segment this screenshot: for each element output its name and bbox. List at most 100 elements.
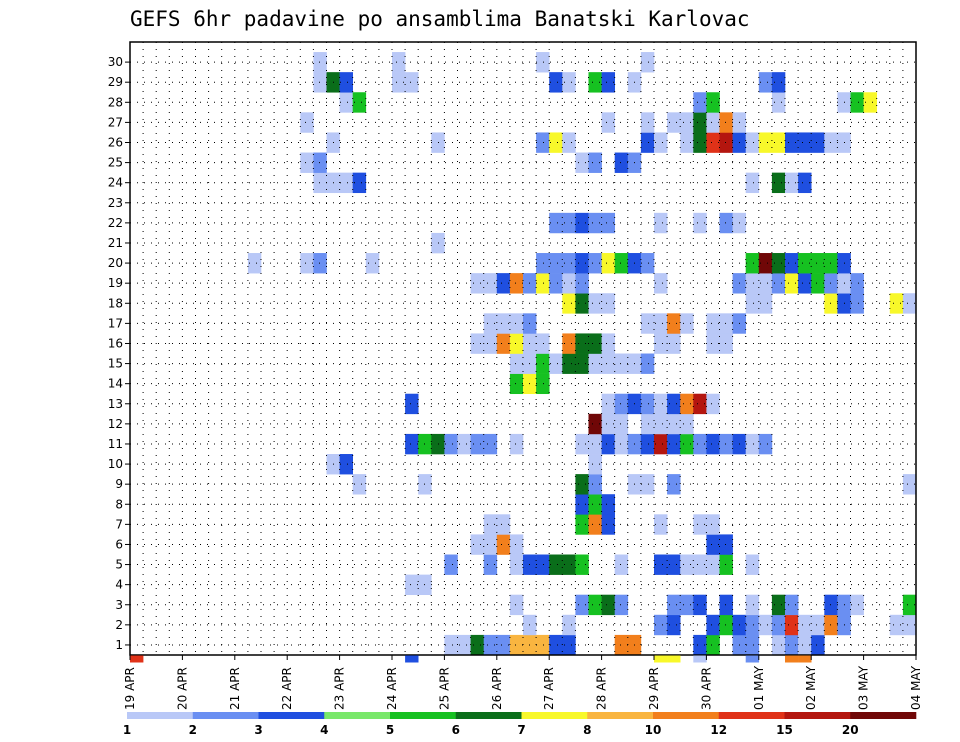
heatmap-cell xyxy=(693,212,707,234)
heatmap-cell xyxy=(509,554,524,575)
y-tick-label: 13 xyxy=(108,397,123,411)
heatmap-cell xyxy=(601,293,615,314)
y-tick-label: 20 xyxy=(108,256,123,270)
heatmap-cell xyxy=(693,132,707,153)
heatmap-cell xyxy=(300,112,314,133)
heatmap-cell xyxy=(496,333,511,354)
colorbar-label: 7 xyxy=(517,723,525,737)
heatmap-cell xyxy=(496,514,511,535)
y-axis-ticks: 1234567891011121314151617181920212223242… xyxy=(108,55,130,652)
heatmap-cell xyxy=(654,554,668,575)
heatmap-cell xyxy=(483,273,498,294)
heatmap-cell xyxy=(575,594,589,616)
heatmap-cell xyxy=(667,433,681,455)
heatmap-cell xyxy=(745,554,760,575)
y-tick-label: 1 xyxy=(115,638,123,652)
heatmap-cell xyxy=(758,433,773,455)
heatmap-cell xyxy=(654,132,668,153)
heatmap-cell xyxy=(575,514,589,535)
x-tick-label: 28 APR xyxy=(595,667,609,710)
heatmap-cell xyxy=(405,433,419,455)
heatmap-cell xyxy=(640,393,655,415)
heatmap-cell xyxy=(667,594,681,616)
heatmap-cell xyxy=(575,293,589,314)
colorbar-label: 12 xyxy=(710,723,727,737)
heatmap-cell xyxy=(457,634,471,656)
colorbar-segment xyxy=(390,712,457,719)
heatmap-cell xyxy=(771,172,786,194)
x-tick-label: 04 MAY xyxy=(909,665,923,710)
x-tick-label: 03 MAY xyxy=(857,665,871,710)
y-tick-label: 17 xyxy=(108,316,123,330)
heatmap-cell xyxy=(719,212,733,234)
heatmap-cell xyxy=(680,554,694,575)
heatmap-cell xyxy=(562,72,576,93)
heatmap-cell xyxy=(549,634,563,656)
heatmap-cell xyxy=(785,172,799,194)
y-tick-label: 29 xyxy=(108,75,123,89)
heatmap-cell xyxy=(771,253,786,274)
heatmap-cell xyxy=(719,333,733,354)
heatmap-cell xyxy=(667,393,681,415)
colorbar-segment xyxy=(258,712,325,719)
colorbar-segment xyxy=(653,712,720,719)
below-axis-mark xyxy=(745,655,760,663)
heatmap-cell xyxy=(654,433,668,455)
x-tick-label: 26 APR xyxy=(490,667,504,710)
heatmap-cell xyxy=(601,112,615,133)
heatmap-cell xyxy=(483,514,498,535)
heatmap-cell xyxy=(614,554,629,575)
heatmap-cell xyxy=(470,433,484,455)
heatmap-cell xyxy=(483,313,498,334)
heatmap-cell xyxy=(719,132,733,153)
heatmap-cell xyxy=(601,433,615,455)
heatmap-cell xyxy=(850,273,864,294)
y-tick-label: 9 xyxy=(115,477,123,491)
heatmap-cell xyxy=(483,333,498,354)
heatmap-cell xyxy=(470,273,484,294)
grid-lines xyxy=(130,42,916,655)
heatmap-cell xyxy=(352,172,367,194)
heatmap-cell xyxy=(562,293,576,314)
heatmap-cell xyxy=(640,313,655,334)
heatmap-cell xyxy=(365,253,380,274)
heatmap-cell xyxy=(758,132,773,153)
heatmap-cell xyxy=(614,393,629,415)
heatmap-cell xyxy=(811,614,825,636)
heatmap-cell xyxy=(706,333,720,354)
y-tick-label: 25 xyxy=(108,156,123,170)
y-tick-label: 11 xyxy=(108,437,123,451)
heatmap-cell xyxy=(601,594,615,616)
heatmap-cell xyxy=(706,92,720,113)
heatmap-cell xyxy=(444,634,458,656)
heatmap-cell xyxy=(706,393,720,415)
heatmap-cell xyxy=(667,313,681,334)
y-tick-label: 8 xyxy=(115,497,123,511)
below-axis-mark xyxy=(667,655,681,663)
heatmap-cell xyxy=(745,132,760,153)
heatmap-cell xyxy=(575,494,589,515)
heatmap-cell xyxy=(601,72,615,93)
x-axis-ticks: 19 APR 20 APR 21 APR 22 APR 23 APR 24 APR 25 A… xyxy=(123,655,923,710)
heatmap-cell xyxy=(562,614,576,636)
heatmap-cell xyxy=(575,273,589,294)
heatmap-cell xyxy=(536,353,550,374)
heatmap-cell xyxy=(588,293,602,314)
heatmap-cell xyxy=(536,554,550,575)
heatmap-cell xyxy=(785,614,799,636)
heatmap-cell xyxy=(811,253,825,274)
heatmap-cell xyxy=(811,132,825,153)
heatmap-cell xyxy=(536,132,550,153)
heatmap-cell xyxy=(405,72,419,93)
heatmap-cell xyxy=(667,413,681,435)
heatmap-cell xyxy=(601,514,615,535)
heatmap-cell xyxy=(601,393,615,415)
heatmap-cell xyxy=(575,474,589,495)
y-tick-label: 16 xyxy=(108,336,123,350)
below-axis-marks xyxy=(130,655,812,663)
heatmap-cell xyxy=(601,253,615,274)
heatmap-cell xyxy=(863,92,877,113)
y-tick-label: 22 xyxy=(108,216,123,230)
heatmap-cell xyxy=(588,474,602,495)
heatmap-cell xyxy=(509,373,524,395)
